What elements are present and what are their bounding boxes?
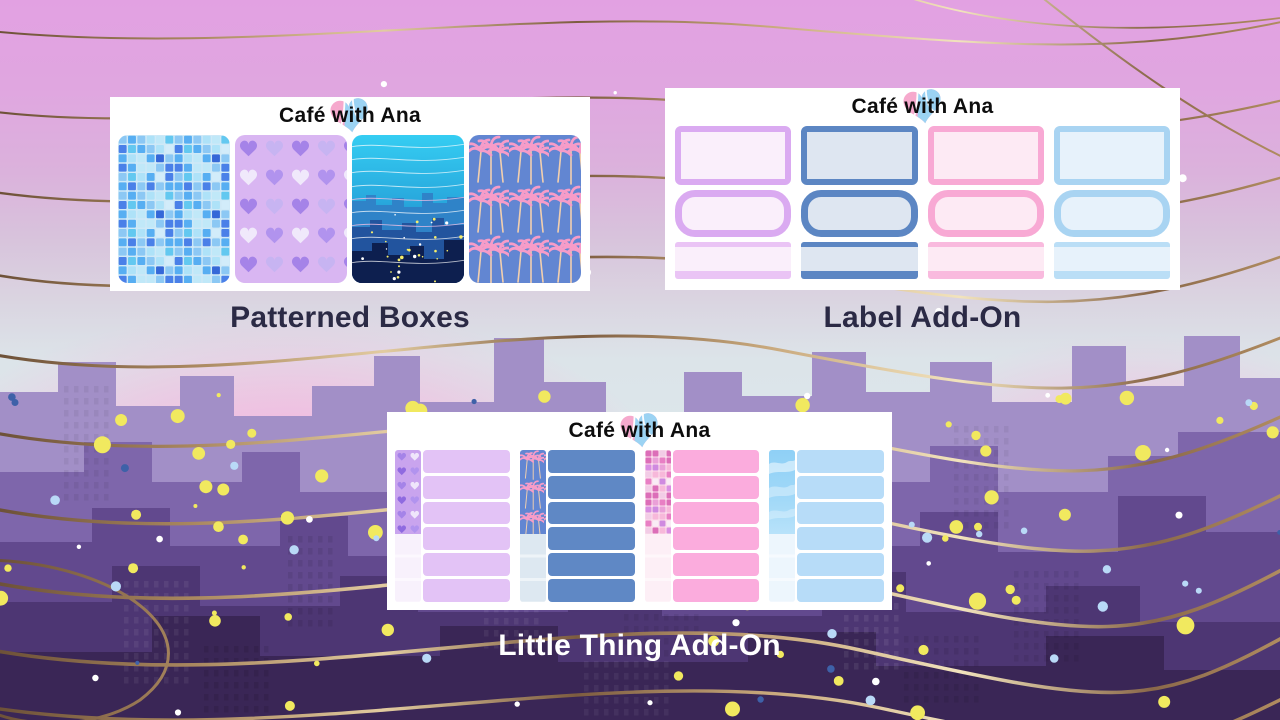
little-thing-group-purple (395, 450, 510, 602)
little-thing-row (387, 450, 892, 610)
pattern-box-city-night (352, 135, 464, 283)
sticker-row (797, 450, 884, 473)
little-thing-group-pink (644, 450, 760, 602)
sticker-row (797, 475, 884, 499)
sticker-row (423, 553, 510, 577)
label-rounded-box-pink (927, 190, 1044, 237)
sticker-rows (423, 450, 510, 602)
plain-strip (519, 534, 546, 602)
plain-strip (395, 534, 421, 602)
label-strip (927, 242, 1044, 247)
label-strip (1053, 271, 1170, 279)
label-header-footer-blue (801, 242, 918, 279)
heart-logo-icon (619, 412, 658, 448)
side-strip (769, 450, 796, 602)
section-title-patterned-boxes: Patterned Boxes (230, 301, 470, 334)
section-title-little-thing-add-on: Little Thing Add-On (498, 629, 781, 662)
sticker-row (672, 450, 760, 473)
brand-logo: Café with Ana (665, 88, 1180, 126)
label-strip (675, 271, 792, 279)
sticker-row (423, 527, 510, 551)
side-strip (644, 450, 671, 602)
label-full-box-pink (927, 126, 1044, 185)
brand-logo-text: Café with Ana (851, 95, 994, 118)
brand-logo-text: Café with Ana (568, 419, 711, 442)
side-strip (395, 450, 421, 602)
sticker-row (672, 501, 760, 525)
sticker-row (547, 579, 635, 602)
sticker-row (672, 553, 760, 577)
sticker-row (423, 501, 510, 525)
brand-logo: Café with Ana (110, 97, 590, 135)
plain-strip (769, 534, 796, 602)
pattern-box-pink-palms (469, 135, 581, 283)
sticker-row (672, 579, 760, 602)
label-rounded-box-light-blue (1053, 190, 1170, 237)
label-full-box-blue (801, 126, 918, 185)
label-strip (1053, 242, 1170, 247)
palms-pattern-strip (519, 450, 546, 534)
pattern-box-blue-mosaic (118, 135, 230, 283)
sticker-rows (547, 450, 635, 602)
sticker-row (672, 527, 760, 551)
label-rounded-box-purple (675, 190, 792, 237)
label-full-box-purple (675, 126, 792, 185)
label-full-box-light-blue (1053, 126, 1170, 185)
hearts-pattern-strip (395, 450, 421, 534)
sticker-row (547, 475, 635, 499)
brand-logo-text: Café with Ana (279, 104, 421, 127)
sticker-row (672, 475, 760, 499)
label-sticker-grid (665, 126, 1180, 289)
sticker-row (547, 501, 635, 525)
pattern-box-purple-hearts (235, 135, 347, 283)
pattern-box-row (110, 135, 590, 291)
sticker-row (547, 527, 635, 551)
sticker-row (423, 579, 510, 602)
label-strip (927, 271, 1044, 279)
sticker-card-patterned-boxes: Café with Ana (110, 97, 590, 291)
sticker-row (547, 553, 635, 577)
sticker-card-label-add-on: Café with Ana (665, 88, 1180, 290)
sticker-rows (797, 450, 884, 602)
little-thing-group-blue (519, 450, 635, 602)
sticker-row (797, 579, 884, 602)
side-strip (519, 450, 546, 602)
sticker-row (797, 527, 884, 551)
sticker-card-little-thing-add-on: Café with Ana (387, 412, 892, 610)
sticker-rows (672, 450, 760, 602)
label-strip (801, 271, 918, 279)
sticker-row (547, 450, 635, 473)
label-header-footer-purple (675, 242, 792, 279)
label-rounded-box-blue (801, 190, 918, 237)
label-header-footer-light-blue (1053, 242, 1170, 279)
sticker-row (423, 475, 510, 499)
brand-logo: Café with Ana (387, 412, 892, 450)
little-thing-group-light-blue (769, 450, 884, 602)
plain-strip (644, 534, 671, 602)
heart-logo-icon (902, 88, 941, 124)
label-strip (801, 242, 918, 247)
section-title-label-add-on: Label Add-On (823, 301, 1022, 334)
label-strip (675, 242, 792, 247)
sky-waves-pattern-strip (769, 450, 796, 534)
sticker-row (797, 553, 884, 577)
label-header-footer-pink (927, 242, 1044, 279)
sticker-row (423, 450, 510, 473)
heart-logo-icon (330, 97, 368, 133)
sticker-row (797, 501, 884, 525)
pink-mosaic-pattern-strip (644, 450, 671, 534)
